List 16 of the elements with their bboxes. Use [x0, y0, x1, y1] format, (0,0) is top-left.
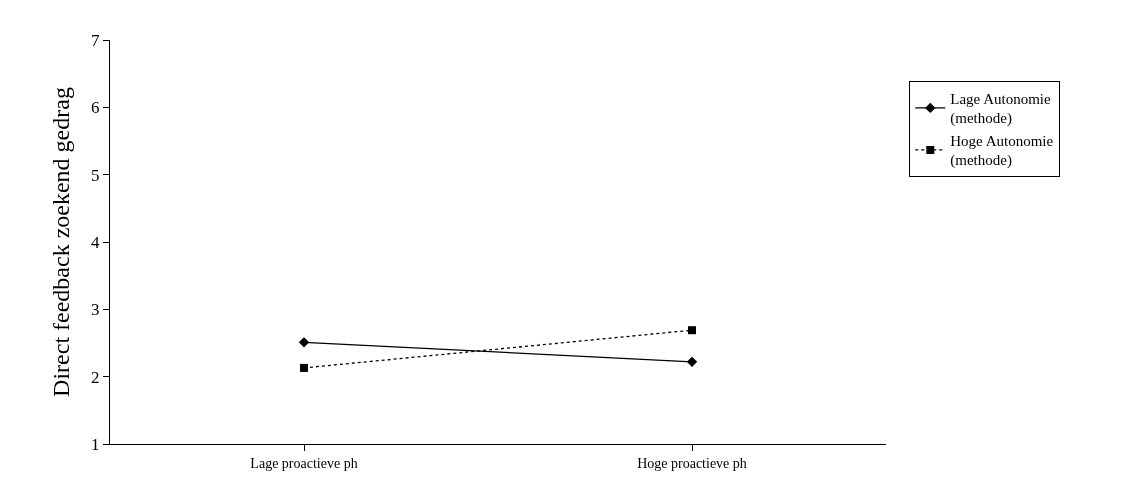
y-axis-title: Direct feedback zoekend gedrag — [48, 87, 75, 397]
point — [300, 363, 308, 372]
x-tick-label: Lage proactieve ph — [250, 455, 358, 471]
point — [686, 356, 698, 368]
point — [688, 326, 696, 335]
y-tick-label: 3 — [91, 300, 100, 320]
y-tick-label: 6 — [91, 98, 100, 118]
y-tick-label: 2 — [91, 367, 100, 387]
x-tick-label: Hoge proactieve ph — [637, 455, 747, 471]
y-tick-label: 4 — [91, 232, 101, 252]
legend-label: Lage Autonomie (methode) — [950, 90, 1052, 128]
point — [298, 337, 310, 348]
y-tick-label: 1 — [91, 434, 100, 454]
legend-label: Hoge Autonomie (methode) — [950, 132, 1054, 170]
y-tick-label: 5 — [91, 165, 100, 185]
y-tick-label: 7 — [91, 30, 101, 50]
